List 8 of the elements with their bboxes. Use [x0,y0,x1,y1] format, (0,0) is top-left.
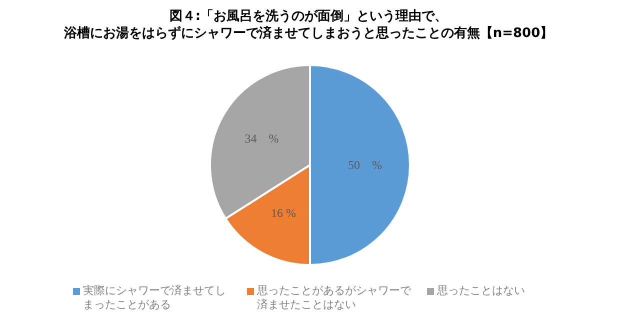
legend-label: 実際にシャワーで済ませてしまったことがある [83,284,227,312]
chart-title: 図４:「お風呂を洗うのが面倒」という理由で、 [168,8,449,25]
legend-label: 思ったことがあるがシャワーで済ませたことはない [257,284,412,312]
chart-subtitle: 浴槽にお湯をはらずにシャワーで済ませてしまおうと思ったことの有無【n=800】 [62,25,554,42]
legend-label: 思ったことはない [437,284,526,298]
data-label: 50 % [348,158,382,172]
data-label: 34 % [244,132,279,146]
data-label: 16 % [271,206,296,220]
